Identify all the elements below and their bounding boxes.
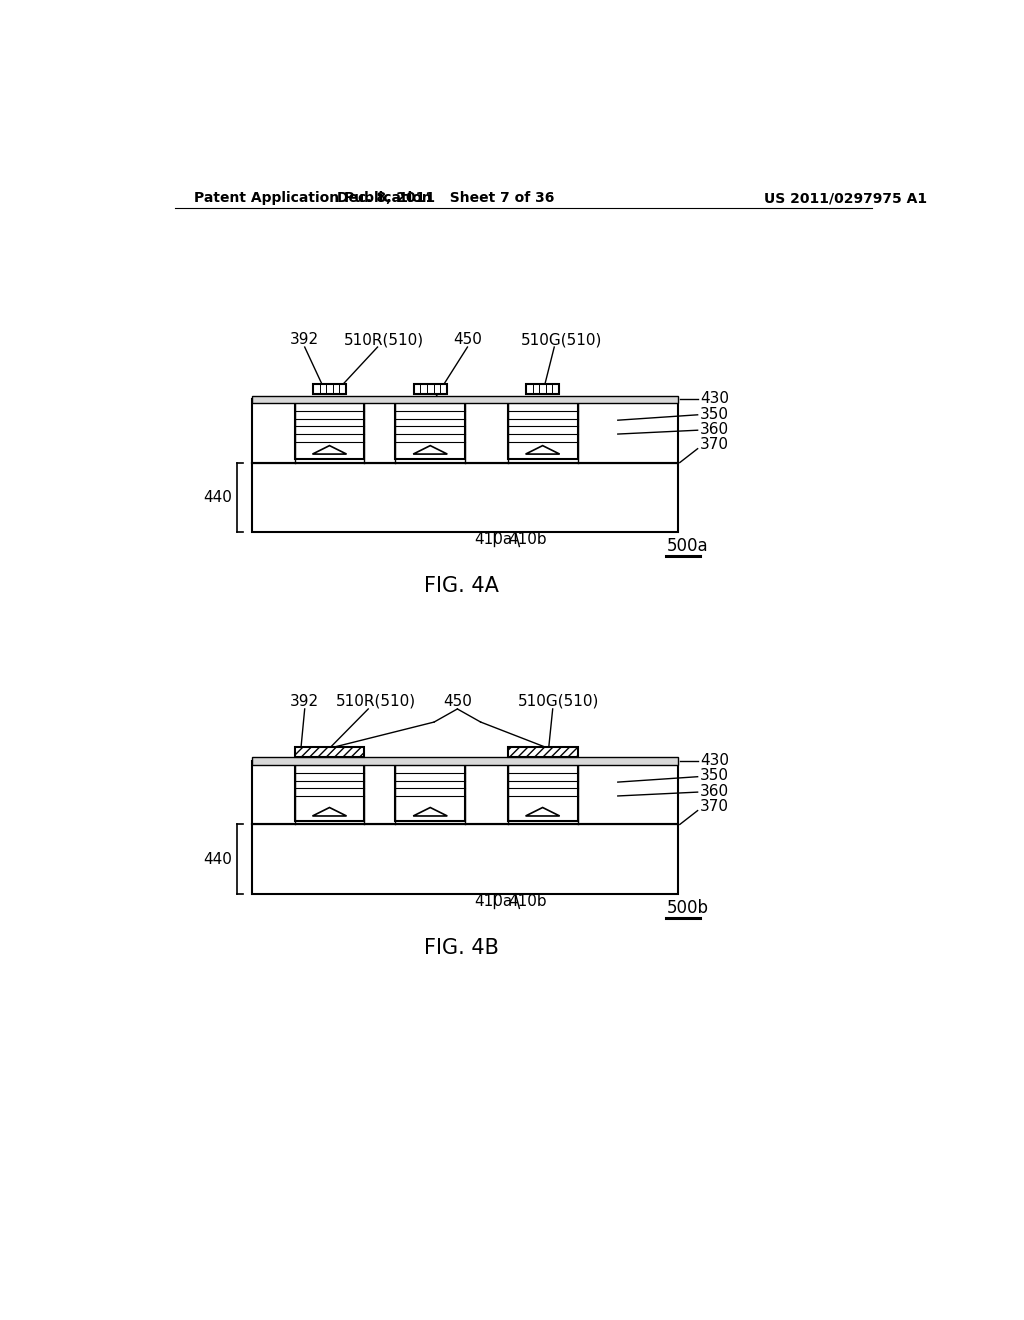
Text: FIG. 4B: FIG. 4B	[424, 937, 499, 957]
Bar	[295, 747, 365, 758]
Text: 350: 350	[700, 768, 729, 784]
Bar	[252, 396, 678, 404]
Text: 450: 450	[453, 333, 482, 347]
Bar	[252, 758, 678, 766]
Bar	[295, 404, 365, 459]
Text: 500a: 500a	[667, 537, 709, 554]
Text: 500b: 500b	[667, 899, 709, 917]
Text: 410b: 410b	[509, 532, 547, 548]
Polygon shape	[525, 808, 560, 816]
Polygon shape	[414, 446, 447, 454]
Bar	[252, 825, 678, 894]
Text: FIG. 4A: FIG. 4A	[424, 576, 499, 595]
Text: 360: 360	[700, 422, 729, 437]
Bar	[508, 766, 578, 821]
Text: 430: 430	[700, 391, 729, 407]
Text: 440: 440	[204, 490, 232, 504]
Bar	[526, 384, 559, 395]
Text: 510G(510): 510G(510)	[521, 333, 603, 347]
Text: Dec. 8, 2011   Sheet 7 of 36: Dec. 8, 2011 Sheet 7 of 36	[337, 191, 554, 206]
Text: 410b: 410b	[509, 894, 547, 909]
Bar	[508, 747, 578, 758]
Text: US 2011/0297975 A1: US 2011/0297975 A1	[764, 191, 927, 206]
Bar	[295, 766, 365, 821]
Bar	[508, 404, 578, 459]
Text: 510R(510): 510R(510)	[344, 333, 424, 347]
Text: 370: 370	[700, 437, 729, 453]
Bar	[252, 462, 678, 532]
Bar	[252, 762, 678, 825]
Polygon shape	[414, 808, 447, 816]
Text: 392: 392	[290, 694, 319, 709]
Text: 350: 350	[700, 407, 729, 421]
Text: 410a: 410a	[475, 894, 513, 909]
Bar	[252, 400, 678, 462]
Text: 410a: 410a	[475, 532, 513, 548]
Polygon shape	[525, 446, 560, 454]
Polygon shape	[312, 446, 346, 454]
Bar	[414, 384, 446, 395]
Text: 510R(510): 510R(510)	[336, 694, 416, 709]
Bar	[313, 384, 346, 395]
Text: 510G(510): 510G(510)	[517, 694, 599, 709]
Text: 450: 450	[443, 694, 472, 709]
Bar	[395, 404, 465, 459]
Text: 430: 430	[700, 752, 729, 768]
Text: Patent Application Publication: Patent Application Publication	[194, 191, 432, 206]
Polygon shape	[312, 808, 346, 816]
Text: 370: 370	[700, 799, 729, 814]
Text: 392: 392	[290, 333, 319, 347]
Bar	[395, 766, 465, 821]
Text: 440: 440	[204, 851, 232, 867]
Text: 360: 360	[700, 784, 729, 799]
